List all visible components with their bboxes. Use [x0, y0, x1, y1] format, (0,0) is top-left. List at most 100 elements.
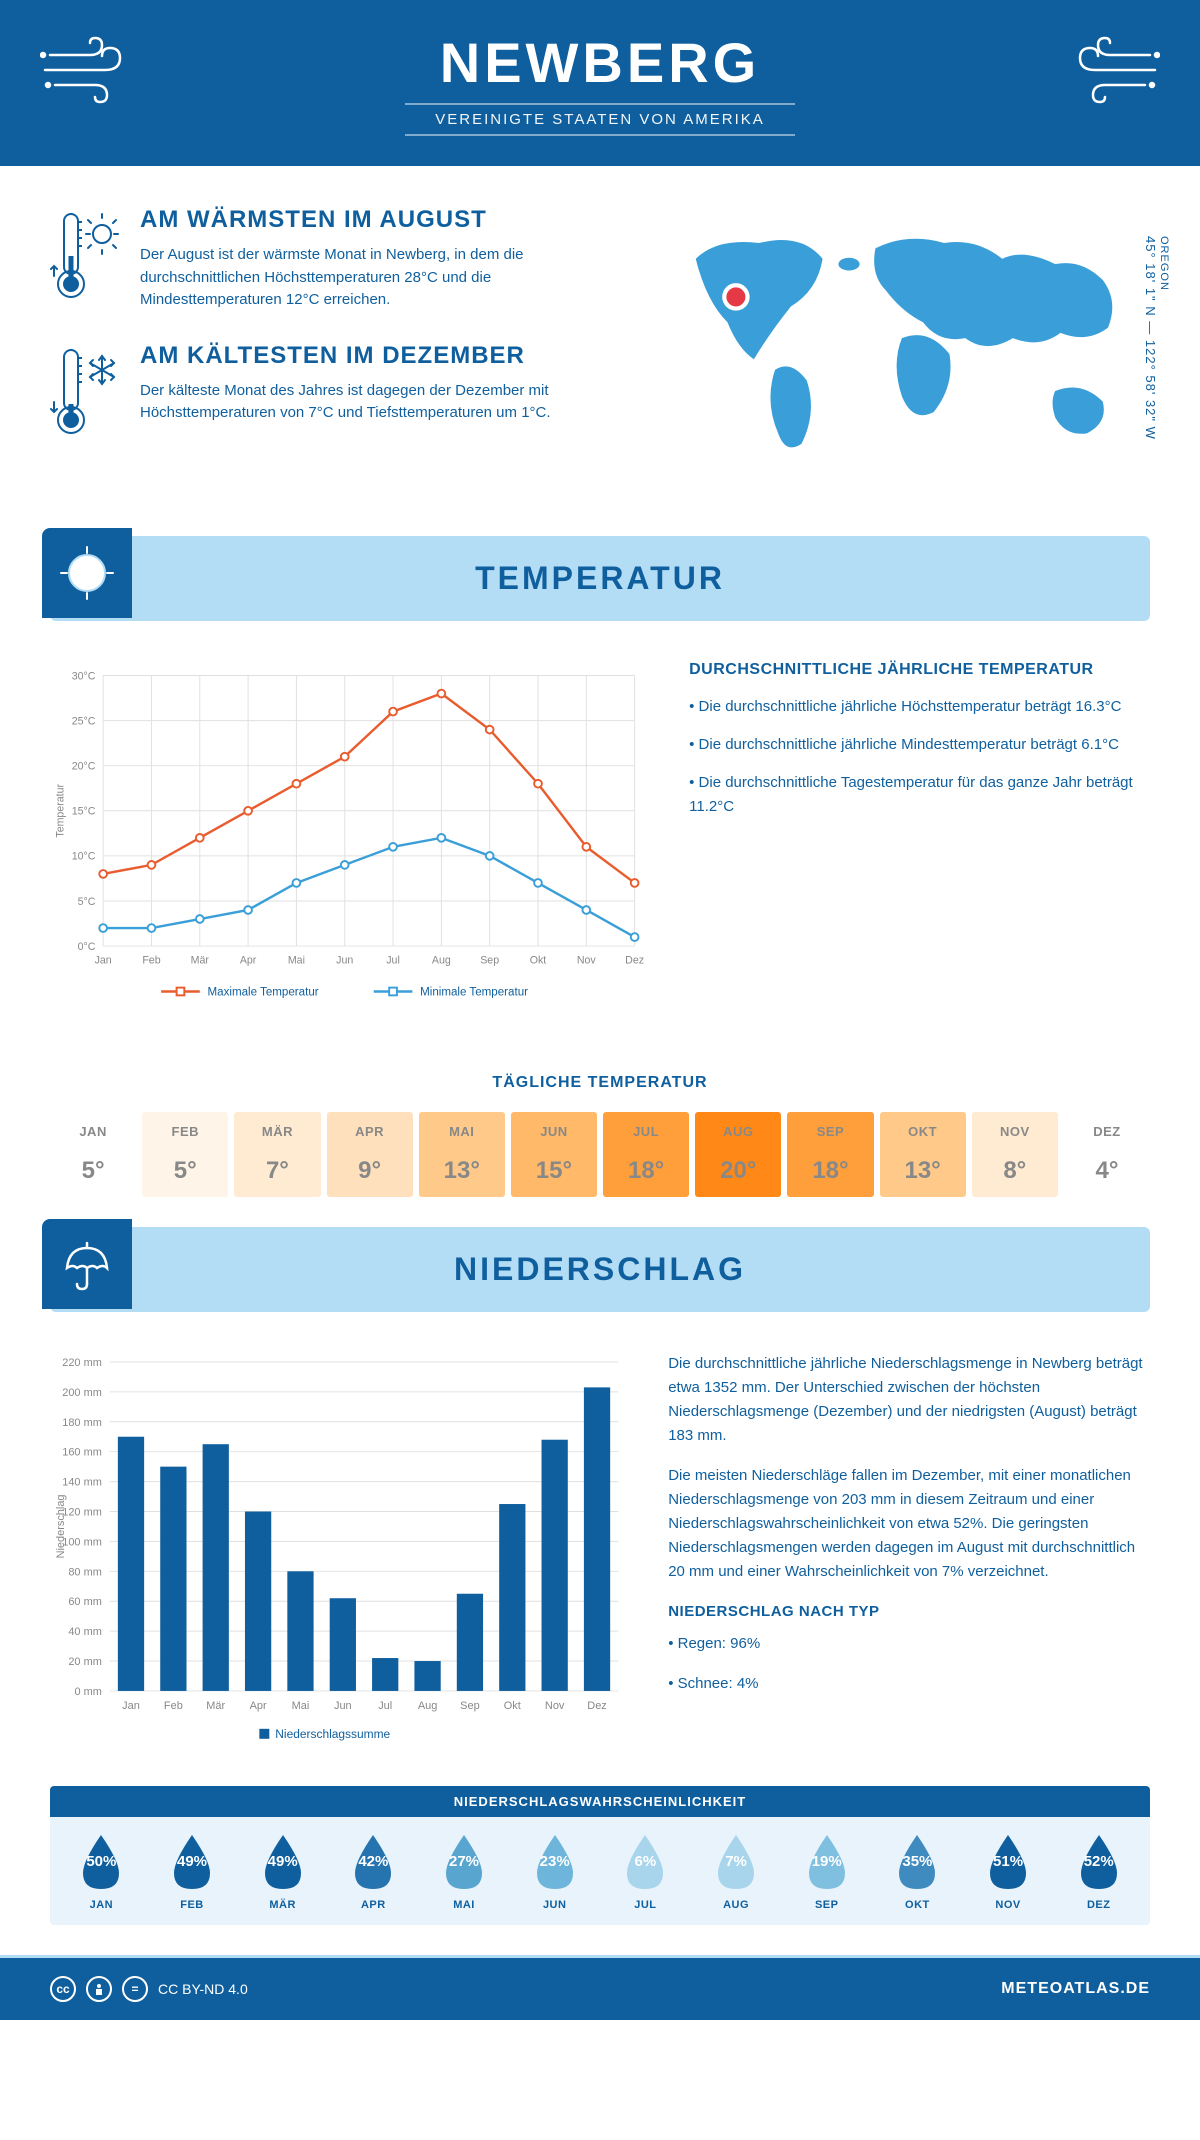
niederschlag-banner: NIEDERSCHLAG — [50, 1227, 1150, 1312]
wind-icon — [1060, 30, 1160, 115]
umbrella-icon — [42, 1219, 132, 1309]
drop-icon: 51% — [982, 1831, 1034, 1893]
temperatur-section: 0°C5°C10°C15°C20°C25°C30°CJanFebMärAprMa… — [0, 641, 1200, 1044]
footer-license: cc = CC BY-ND 4.0 — [50, 1976, 248, 2002]
svg-text:Feb: Feb — [164, 1700, 183, 1712]
svg-text:20°C: 20°C — [72, 760, 96, 772]
daily-month-label: SEP — [791, 1124, 869, 1139]
probability-month: FEB — [149, 1899, 236, 1911]
svg-text:Temperatur: Temperatur — [55, 783, 67, 837]
daily-temp-value: 20° — [699, 1157, 777, 1185]
footer-site: METEOATLAS.DE — [1001, 1980, 1150, 1998]
daily-month-label: FEB — [146, 1124, 224, 1139]
daily-month-label: DEZ — [1068, 1124, 1146, 1139]
probability-value: 49% — [177, 1853, 207, 1870]
daily-month-label: APR — [331, 1124, 409, 1139]
niederschlag-chart: 0 mm20 mm40 mm60 mm80 mm100 mm120 mm140 … — [50, 1352, 628, 1756]
daily-temp-cell: MÄR 7° — [234, 1112, 320, 1197]
probability-value: 6% — [635, 1853, 657, 1870]
drop-icon: 49% — [257, 1831, 309, 1893]
probability-value: 27% — [449, 1853, 479, 1870]
svg-text:0 mm: 0 mm — [74, 1686, 101, 1698]
precip-type-title: NIEDERSCHLAG NACH TYP — [668, 1600, 1150, 1624]
probability-cell: 23%JUN — [511, 1831, 598, 1911]
probability-month: AUG — [693, 1899, 780, 1911]
niederschlag-info: Die durchschnittliche jährliche Niedersc… — [668, 1352, 1150, 1756]
svg-text:Nov: Nov — [577, 954, 597, 966]
svg-text:Apr: Apr — [240, 954, 257, 966]
daily-temp-cell: MAI13° — [419, 1112, 505, 1197]
daily-temp-cell: AUG20° — [695, 1112, 781, 1197]
daily-temp-value: 13° — [423, 1157, 501, 1185]
probability-value: 52% — [1084, 1853, 1114, 1870]
svg-text:30°C: 30°C — [72, 670, 96, 682]
svg-text:15°C: 15°C — [72, 806, 96, 818]
daily-month-label: JUL — [607, 1124, 685, 1139]
svg-text:Jul: Jul — [386, 954, 400, 966]
svg-text:60 mm: 60 mm — [68, 1596, 101, 1608]
header: NEWBERG VEREINIGTE STAATEN VON AMERIKA — [0, 0, 1200, 166]
probability-month: APR — [330, 1899, 417, 1911]
svg-text:220 mm: 220 mm — [62, 1357, 102, 1369]
probability-cell: 6%JUL — [602, 1831, 689, 1911]
daily-temp-cell: DEZ4° — [1064, 1112, 1150, 1197]
daily-temp-value: 13° — [884, 1157, 962, 1185]
probability-month: SEP — [783, 1899, 870, 1911]
daily-temp-value: 18° — [607, 1157, 685, 1185]
svg-text:Feb: Feb — [142, 954, 160, 966]
thermometer-snow-icon — [50, 342, 120, 447]
coordinates: OREGON 45° 18' 1" N — 122° 58' 32" W — [1143, 236, 1170, 440]
intro-facts: AM WÄRMSTEN IM AUGUST Der August ist der… — [50, 206, 634, 486]
svg-text:Mär: Mär — [206, 1700, 225, 1712]
coldest-fact: AM KÄLTESTEN IM DEZEMBER Der kälteste Mo… — [50, 342, 634, 447]
temp-info-line: • Die durchschnittliche jährliche Höchst… — [689, 695, 1150, 719]
svg-text:Jan: Jan — [122, 1700, 140, 1712]
daily-month-label: JAN — [54, 1124, 132, 1139]
page-root: NEWBERG VEREINIGTE STAATEN VON AMERIKA A… — [0, 0, 1200, 2020]
svg-text:Dez: Dez — [587, 1700, 606, 1712]
location-marker — [724, 285, 747, 308]
warmest-text: Der August ist der wärmste Monat in Newb… — [140, 244, 634, 312]
svg-text:Mai: Mai — [292, 1700, 310, 1712]
coldest-text: Der kälteste Monat des Jahres ist dagege… — [140, 380, 634, 425]
probability-cell: 27% MAI — [421, 1831, 508, 1911]
daily-temp-value: 15° — [515, 1157, 593, 1185]
svg-text:Nov: Nov — [545, 1700, 565, 1712]
temperatur-heading: TEMPERATUR — [70, 560, 1130, 597]
svg-text:Okt: Okt — [504, 1700, 521, 1712]
svg-text:Minimale Temperatur: Minimale Temperatur — [420, 986, 528, 998]
svg-text:120 mm: 120 mm — [62, 1506, 102, 1518]
svg-text:Mai: Mai — [288, 954, 305, 966]
svg-text:10°C: 10°C — [72, 851, 96, 863]
daily-month-label: MÄR — [238, 1124, 316, 1139]
drop-icon: 7% — [710, 1831, 762, 1893]
probability-cell: 49%MÄR — [239, 1831, 326, 1911]
probability-value: 50% — [86, 1853, 116, 1870]
probability-month: MAI — [421, 1899, 508, 1911]
daily-temp-cell: APR 9° — [327, 1112, 413, 1197]
probability-cell: 52%DEZ — [1055, 1831, 1142, 1911]
daily-temp-value: 7° — [238, 1157, 316, 1185]
svg-text:Niederschlag: Niederschlag — [55, 1494, 67, 1558]
warmest-title: AM WÄRMSTEN IM AUGUST — [140, 206, 634, 234]
daily-month-label: OKT — [884, 1124, 962, 1139]
probability-cell: 19%SEP — [783, 1831, 870, 1911]
svg-text:100 mm: 100 mm — [62, 1536, 102, 1548]
daily-temp-value: 8° — [976, 1157, 1054, 1185]
daily-temp-value: 9° — [331, 1157, 409, 1185]
footer: cc = CC BY-ND 4.0 METEOATLAS.DE — [0, 1955, 1200, 2020]
svg-text:Jul: Jul — [378, 1700, 392, 1712]
probability-month: JAN — [58, 1899, 145, 1911]
daily-temp-cell: OKT 13° — [880, 1112, 966, 1197]
probability-cell: 7% AUG — [693, 1831, 780, 1911]
world-map-wrap: OREGON 45° 18' 1" N — 122° 58' 32" W — [664, 206, 1150, 486]
drop-icon: 27% — [438, 1831, 490, 1893]
sun-icon — [42, 528, 132, 618]
daily-temp-grid: JAN5°FEB5°MÄR7°APR9°MAI13°JUN15°JUL18°AU… — [0, 1112, 1200, 1197]
svg-text:200 mm: 200 mm — [62, 1387, 102, 1399]
country-subtitle: VEREINIGTE STAATEN VON AMERIKA — [405, 103, 795, 136]
svg-text:0°C: 0°C — [78, 941, 96, 953]
svg-text:Apr: Apr — [250, 1700, 267, 1712]
precip-para2: Die meisten Niederschläge fallen im Deze… — [668, 1464, 1150, 1584]
world-map-icon — [664, 206, 1150, 481]
